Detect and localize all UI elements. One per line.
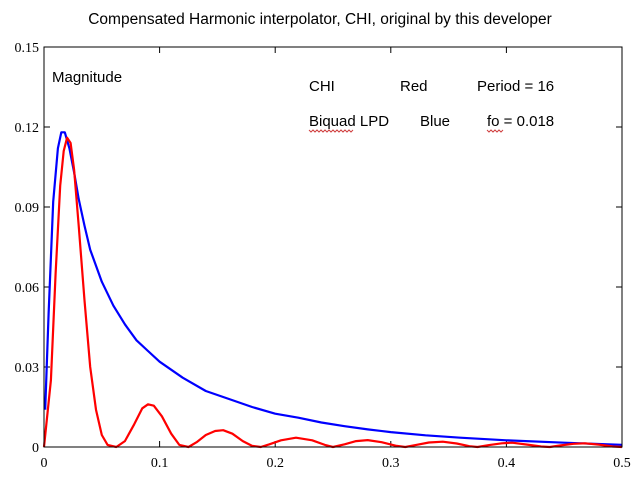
y-tick-label: 0.03 [15, 361, 40, 376]
chi-label: CHI [309, 78, 335, 95]
x-tick-label: 0.2 [266, 456, 284, 471]
x-tick-label: 0.4 [498, 456, 516, 471]
blue-label: Blue [420, 113, 450, 130]
plot-frame [43, 46, 623, 448]
y-tick-label: 0.09 [15, 201, 40, 216]
spellcheck-underline-biquad [308, 129, 354, 133]
y-tick-label: 0 [32, 441, 39, 456]
y-tick-label: 0.15 [15, 41, 40, 56]
axis-ticks: 0 0.1 0.2 0.3 0.4 0.5 0 0.03 0.06 0.09 0.12 0.15 [15, 41, 631, 471]
red-series-line [42, 136, 623, 449]
y-tick-label: 0.12 [15, 121, 40, 136]
fo-label: fo = 0.018 [487, 113, 554, 130]
spellcheck-underline-fo [486, 129, 504, 133]
red-label: Red [400, 78, 428, 95]
period-label: Period = 16 [477, 78, 554, 95]
y-tick-label: 0.06 [15, 281, 40, 296]
series-layer [42, 131, 623, 449]
x-tick-label: 0.1 [151, 456, 169, 471]
blue-series-line [44, 131, 623, 446]
magnitude-label: Magnitude [52, 69, 122, 86]
x-tick-label: 0 [41, 456, 48, 471]
x-tick-label: 0.3 [382, 456, 400, 471]
chart-title: Compensated Harmonic interpolator, CHI, … [88, 11, 552, 28]
x-tick-label: 0.5 [613, 456, 631, 471]
biquad-label: Biquad LPD [309, 113, 389, 130]
